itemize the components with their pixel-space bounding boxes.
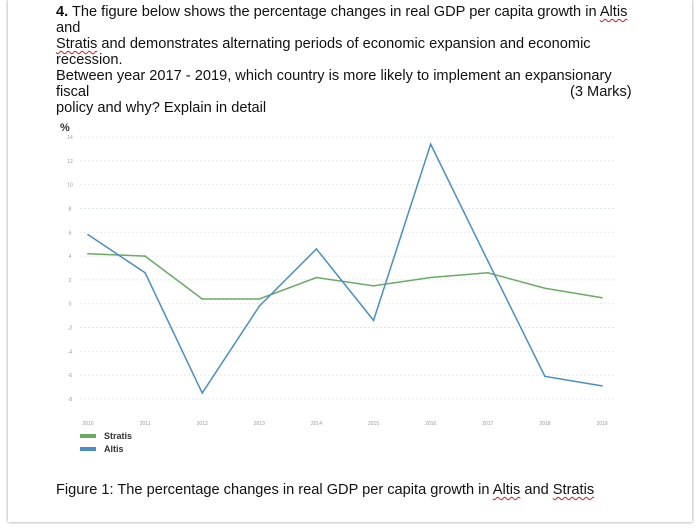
x-tick-label: 2010 (82, 421, 93, 427)
data-point-altis (258, 305, 261, 307)
country-stratis: Stratis (56, 36, 98, 52)
data-point-stratis (601, 296, 603, 299)
y-tick-label: 4 (69, 254, 72, 260)
caption-altis: Altis (492, 482, 521, 498)
series-line-altis (87, 142, 603, 395)
question-number: 4. (56, 4, 69, 20)
question-line1-end: and (56, 20, 81, 36)
data-point-altis (315, 248, 318, 250)
data-point-altis (372, 319, 375, 322)
legend-label-stratis: Stratis (104, 431, 132, 441)
caption-text: Figure 1: The percentage changes in real… (56, 482, 493, 498)
x-tick-label: 2013 (254, 421, 265, 427)
data-point-altis (486, 260, 489, 262)
legend-label-altis: Altis (104, 444, 124, 454)
y-tick-label: -4 (68, 349, 73, 355)
data-point-stratis (201, 298, 204, 300)
y-tick-label: 0 (69, 302, 72, 308)
marks-label: (3 Marks) (570, 84, 632, 100)
data-point-altis (201, 392, 204, 394)
question-line2: and demonstrates alternating periods of … (56, 36, 591, 68)
data-point-stratis (315, 276, 318, 279)
x-tick-label: 2015 (368, 421, 379, 427)
y-tick-label: -6 (68, 373, 73, 379)
caption-stratis: Stratis (552, 482, 595, 498)
x-tick-label: 2018 (539, 421, 550, 427)
y-tick-label: 6 (69, 230, 72, 236)
question-line1: The figure below shows the percentage ch… (68, 4, 600, 20)
caption-and: and (520, 482, 553, 498)
legend-swatch-stratis (80, 434, 96, 438)
data-point-stratis (144, 255, 146, 257)
legend-swatch-altis (80, 447, 96, 451)
data-point-altis (601, 385, 603, 387)
page-frame (8, 0, 692, 522)
question-text: 4. The figure below shows the percentage… (56, 4, 646, 116)
y-tick-label: -8 (68, 397, 73, 403)
data-point-stratis (372, 285, 375, 287)
x-tick-label: 2011 (140, 421, 151, 427)
data-point-altis (144, 271, 146, 274)
question-line3: Between year 2017 - 2019, which country … (56, 68, 612, 100)
country-altis: Altis (599, 4, 628, 20)
y-axis-label: % (60, 122, 70, 134)
y-tick-label: 10 (67, 183, 73, 189)
data-point-stratis (258, 298, 261, 300)
y-tick-label: 12 (67, 159, 73, 165)
x-tick-label: 2012 (197, 421, 208, 427)
question-line4: policy and why? Explain in detail (56, 100, 267, 116)
data-point-altis (544, 375, 546, 378)
x-tick-label: 2016 (425, 421, 436, 427)
data-point-altis (87, 233, 89, 236)
data-point-stratis (486, 271, 489, 274)
x-tick-label: 2014 (311, 421, 322, 427)
x-tick-label: 2017 (482, 421, 493, 427)
data-point-stratis (544, 287, 546, 290)
y-tick-label: 2 (69, 278, 72, 284)
figure-caption: Figure 1: The percentage changes in real… (56, 482, 594, 498)
data-point-altis (429, 143, 432, 145)
data-point-stratis (429, 276, 432, 279)
x-tick-label: 2019 (596, 421, 607, 427)
series-line-stratis (87, 252, 603, 300)
data-point-stratis (87, 252, 89, 255)
y-tick-label: -2 (68, 326, 73, 332)
y-tick-label: 14 (67, 135, 73, 141)
y-tick-label: 8 (69, 206, 72, 212)
